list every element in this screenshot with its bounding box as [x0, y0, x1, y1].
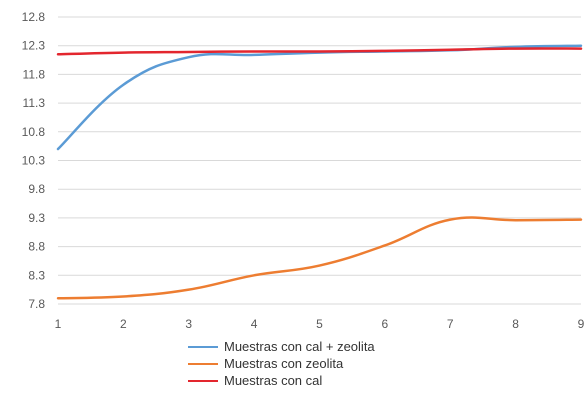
legend: Muestras con cal + zeolita Muestras con … [188, 338, 375, 389]
y-axis-ticks: 7.8 8.3 8.8 9.3 9.8 10.3 10.8 11.3 11.8 12.3 12.8 [22, 10, 46, 311]
x-tick-label-5: 6 [382, 317, 389, 331]
y-tick-label-10: 12.8 [22, 10, 46, 24]
y-tick-label-1: 8.3 [28, 268, 45, 282]
y-tick-label-8: 11.8 [23, 67, 46, 81]
legend-label-2: Muestras con cal [224, 373, 323, 388]
x-tick-label-2: 3 [185, 317, 192, 331]
y-tick-label-9: 12.3 [22, 39, 46, 53]
y-tick-label-7: 11.3 [23, 96, 46, 110]
y-tick-label-5: 10.3 [22, 154, 46, 168]
x-tick-label-6: 7 [447, 317, 454, 331]
y-tick-label-2: 8.8 [28, 240, 45, 254]
series-line-1 [56, 216, 583, 300]
series-lines [56, 44, 583, 300]
x-tick-label-7: 8 [512, 317, 519, 331]
legend-item-1: Muestras con zeolita [188, 355, 375, 372]
legend-item-0: Muestras con cal + zeolita [188, 338, 375, 355]
y-tick-label-3: 9.3 [28, 211, 45, 225]
x-tick-label-1: 2 [120, 317, 127, 331]
x-tick-label-4: 5 [316, 317, 323, 331]
legend-label-1: Muestras con zeolita [224, 356, 344, 371]
legend-swatch-1 [188, 362, 218, 365]
y-tick-label-6: 10.8 [22, 125, 46, 139]
x-tick-label-3: 4 [251, 317, 258, 331]
x-tick-label-0: 1 [55, 317, 62, 331]
y-tick-label-0: 7.8 [28, 297, 45, 311]
legend-label-0: Muestras con cal + zeolita [224, 339, 375, 354]
gridlines [58, 16, 581, 305]
y-tick-label-4: 9.8 [28, 182, 45, 196]
legend-swatch-2 [188, 379, 218, 382]
series-line-0 [56, 44, 583, 151]
series-line-2 [56, 47, 583, 56]
x-tick-label-8: 9 [578, 317, 585, 331]
legend-item-2: Muestras con cal [188, 372, 375, 389]
legend-swatch-0 [188, 345, 218, 348]
x-axis-ticks: 1 2 3 4 5 6 7 8 9 [55, 317, 585, 331]
